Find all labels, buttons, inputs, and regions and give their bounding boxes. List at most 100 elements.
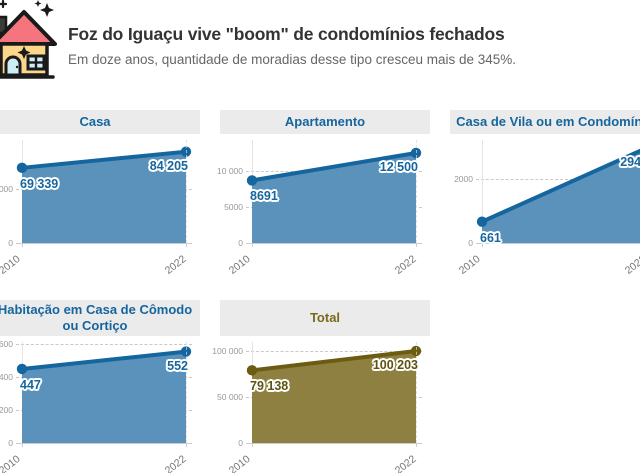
y-gridline bbox=[246, 351, 422, 353]
y-tick-label: 10 000 bbox=[217, 165, 243, 176]
chart-tile-casa-de-vila-ou-em-condominio: Casa de Vila ou em Condomínio 0 2000 661 294… bbox=[450, 110, 640, 288]
value-label-start: 8691 bbox=[250, 189, 278, 204]
sparkle-icon bbox=[0, 0, 8, 9]
trend-line bbox=[250, 150, 418, 183]
x-tick-label-2010: 2010 bbox=[226, 453, 253, 473]
sparkle-icon bbox=[34, 0, 42, 7]
y-tick-label: 0 bbox=[8, 438, 13, 448]
y-tick-label: 200 bbox=[0, 404, 13, 415]
trend-line bbox=[250, 348, 418, 373]
x-tick-label-2010: 2010 bbox=[0, 453, 23, 473]
x-baseline bbox=[16, 443, 192, 444]
data-point bbox=[246, 365, 258, 376]
chart-title: Total bbox=[309, 310, 341, 326]
x-axis-tick bbox=[416, 243, 417, 247]
y-tick-label: 400 bbox=[0, 371, 13, 382]
door-handle-shape bbox=[15, 65, 19, 69]
chart-tile-casa: Casa 0 50 000 69 339 84 205 2010 2022 bbox=[0, 110, 200, 288]
x-tick-label-2010: 2010 bbox=[226, 253, 253, 277]
x-baseline bbox=[246, 243, 422, 244]
y-tick-label: 100 000 bbox=[212, 346, 243, 357]
x-axis-tick bbox=[252, 443, 253, 447]
x-gridline-end-overlay bbox=[186, 342, 187, 443]
chart-title-strip: Total bbox=[220, 300, 430, 336]
x-tick-label-2022: 2022 bbox=[622, 253, 640, 277]
x-axis-tick bbox=[186, 243, 187, 247]
chart-tile-apartamento: Apartamento 0 5000 10 000 8691 12 500 2010 2022 bbox=[217, 110, 430, 288]
x-axis-tick bbox=[22, 243, 23, 247]
trend-line bbox=[20, 149, 188, 170]
y-tick-label: 0 bbox=[8, 238, 13, 248]
data-point bbox=[16, 363, 28, 375]
x-baseline bbox=[476, 243, 640, 244]
data-point bbox=[246, 175, 258, 186]
roof-shape bbox=[0, 10, 57, 46]
y-tick-label: 0 bbox=[238, 438, 243, 448]
y-gridline bbox=[16, 343, 192, 345]
chart-title: Casa de Vila ou em Condomínio bbox=[456, 114, 640, 130]
page-title: Foz do Iguaçu vive "boom" de condomínios… bbox=[68, 24, 505, 44]
chart-title-strip: Habitação em Casa de Cômodo ou Cortiço bbox=[0, 300, 200, 336]
area-chart-casa-de-vila-ou-em-condominio bbox=[476, 148, 640, 243]
area-fill bbox=[22, 151, 186, 243]
area-fill bbox=[252, 350, 416, 443]
x-tick-label-2010: 2010 bbox=[0, 253, 23, 277]
x-gridline-end-overlay bbox=[416, 140, 417, 243]
chart-tile-total: Total 0 50 000 100 000 79 138 100 203 2010 2022 bbox=[212, 300, 430, 473]
x-axis-tick bbox=[482, 243, 483, 247]
x-axis-tick bbox=[186, 443, 187, 447]
x-axis-tick bbox=[416, 443, 417, 447]
y-tick-label: 2000 bbox=[454, 173, 473, 184]
y-tick-label: 0 bbox=[238, 238, 243, 248]
value-label-start: 69 339 bbox=[20, 176, 59, 191]
x-tick-label-2022: 2022 bbox=[392, 453, 419, 473]
area-fill bbox=[22, 351, 186, 443]
sparkle-icon bbox=[40, 3, 54, 17]
door-shape bbox=[4, 55, 22, 77]
chart-title: Casa bbox=[79, 114, 111, 130]
x-baseline bbox=[246, 443, 422, 444]
page-subtitle: Em doze anos, quantidade de moradias des… bbox=[68, 52, 517, 67]
area-fill bbox=[482, 150, 640, 243]
x-tick-label-2022: 2022 bbox=[162, 253, 189, 277]
chart-title-strip: Casa de Vila ou em Condomínio bbox=[450, 110, 640, 134]
header-text: Foz do Iguaçu vive "boom" de condomínios… bbox=[68, 24, 640, 67]
x-baseline bbox=[16, 243, 192, 244]
x-tick-label-2022: 2022 bbox=[392, 253, 419, 277]
chart-title-strip: Casa bbox=[0, 110, 200, 134]
area-chart-casa bbox=[16, 146, 192, 243]
chart-tile-habitacao-em-casa-de-comodo-ou-cortico: Habitação em Casa de Cômodo ou Cortiço 0 2… bbox=[0, 300, 200, 473]
x-gridline-start bbox=[482, 140, 483, 243]
value-label-start: 661 bbox=[480, 230, 501, 245]
y-tick-label: 5000 bbox=[224, 201, 243, 212]
x-axis-tick bbox=[252, 243, 253, 247]
y-tick-label: 0 bbox=[468, 238, 473, 248]
trend-line bbox=[480, 148, 640, 224]
chart-title: Apartamento bbox=[284, 114, 366, 130]
x-gridline-end-overlay bbox=[186, 140, 187, 243]
x-tick-label-2010: 2010 bbox=[456, 253, 483, 277]
y-gridline bbox=[476, 178, 640, 180]
data-point bbox=[476, 216, 488, 227]
x-tick-label-2022: 2022 bbox=[162, 453, 189, 473]
house-icon bbox=[0, 0, 57, 79]
value-label-end: 100 203 bbox=[372, 357, 418, 372]
y-tick-label: 50 000 bbox=[0, 183, 13, 194]
y-tick-label: 50 000 bbox=[217, 392, 243, 403]
value-label-end: 552 bbox=[167, 358, 188, 373]
x-axis-tick bbox=[22, 443, 23, 447]
value-label-end: 84 205 bbox=[149, 158, 188, 173]
data-point bbox=[16, 162, 28, 174]
trend-line bbox=[20, 349, 188, 371]
area-chart-total bbox=[246, 345, 422, 443]
value-label-start: 447 bbox=[20, 377, 41, 392]
area-chart-habitacao-em-casa-de-comodo-ou-cortico bbox=[16, 346, 192, 443]
chart-title: Habitação em Casa de Cômodo ou Cortiço bbox=[0, 302, 193, 333]
chart-title-strip: Apartamento bbox=[220, 110, 430, 134]
value-label-start: 79 138 bbox=[250, 379, 289, 394]
y-tick-label: 600 bbox=[0, 338, 13, 349]
sparkle-icon bbox=[17, 46, 31, 59]
area-chart-apartamento bbox=[246, 147, 422, 243]
